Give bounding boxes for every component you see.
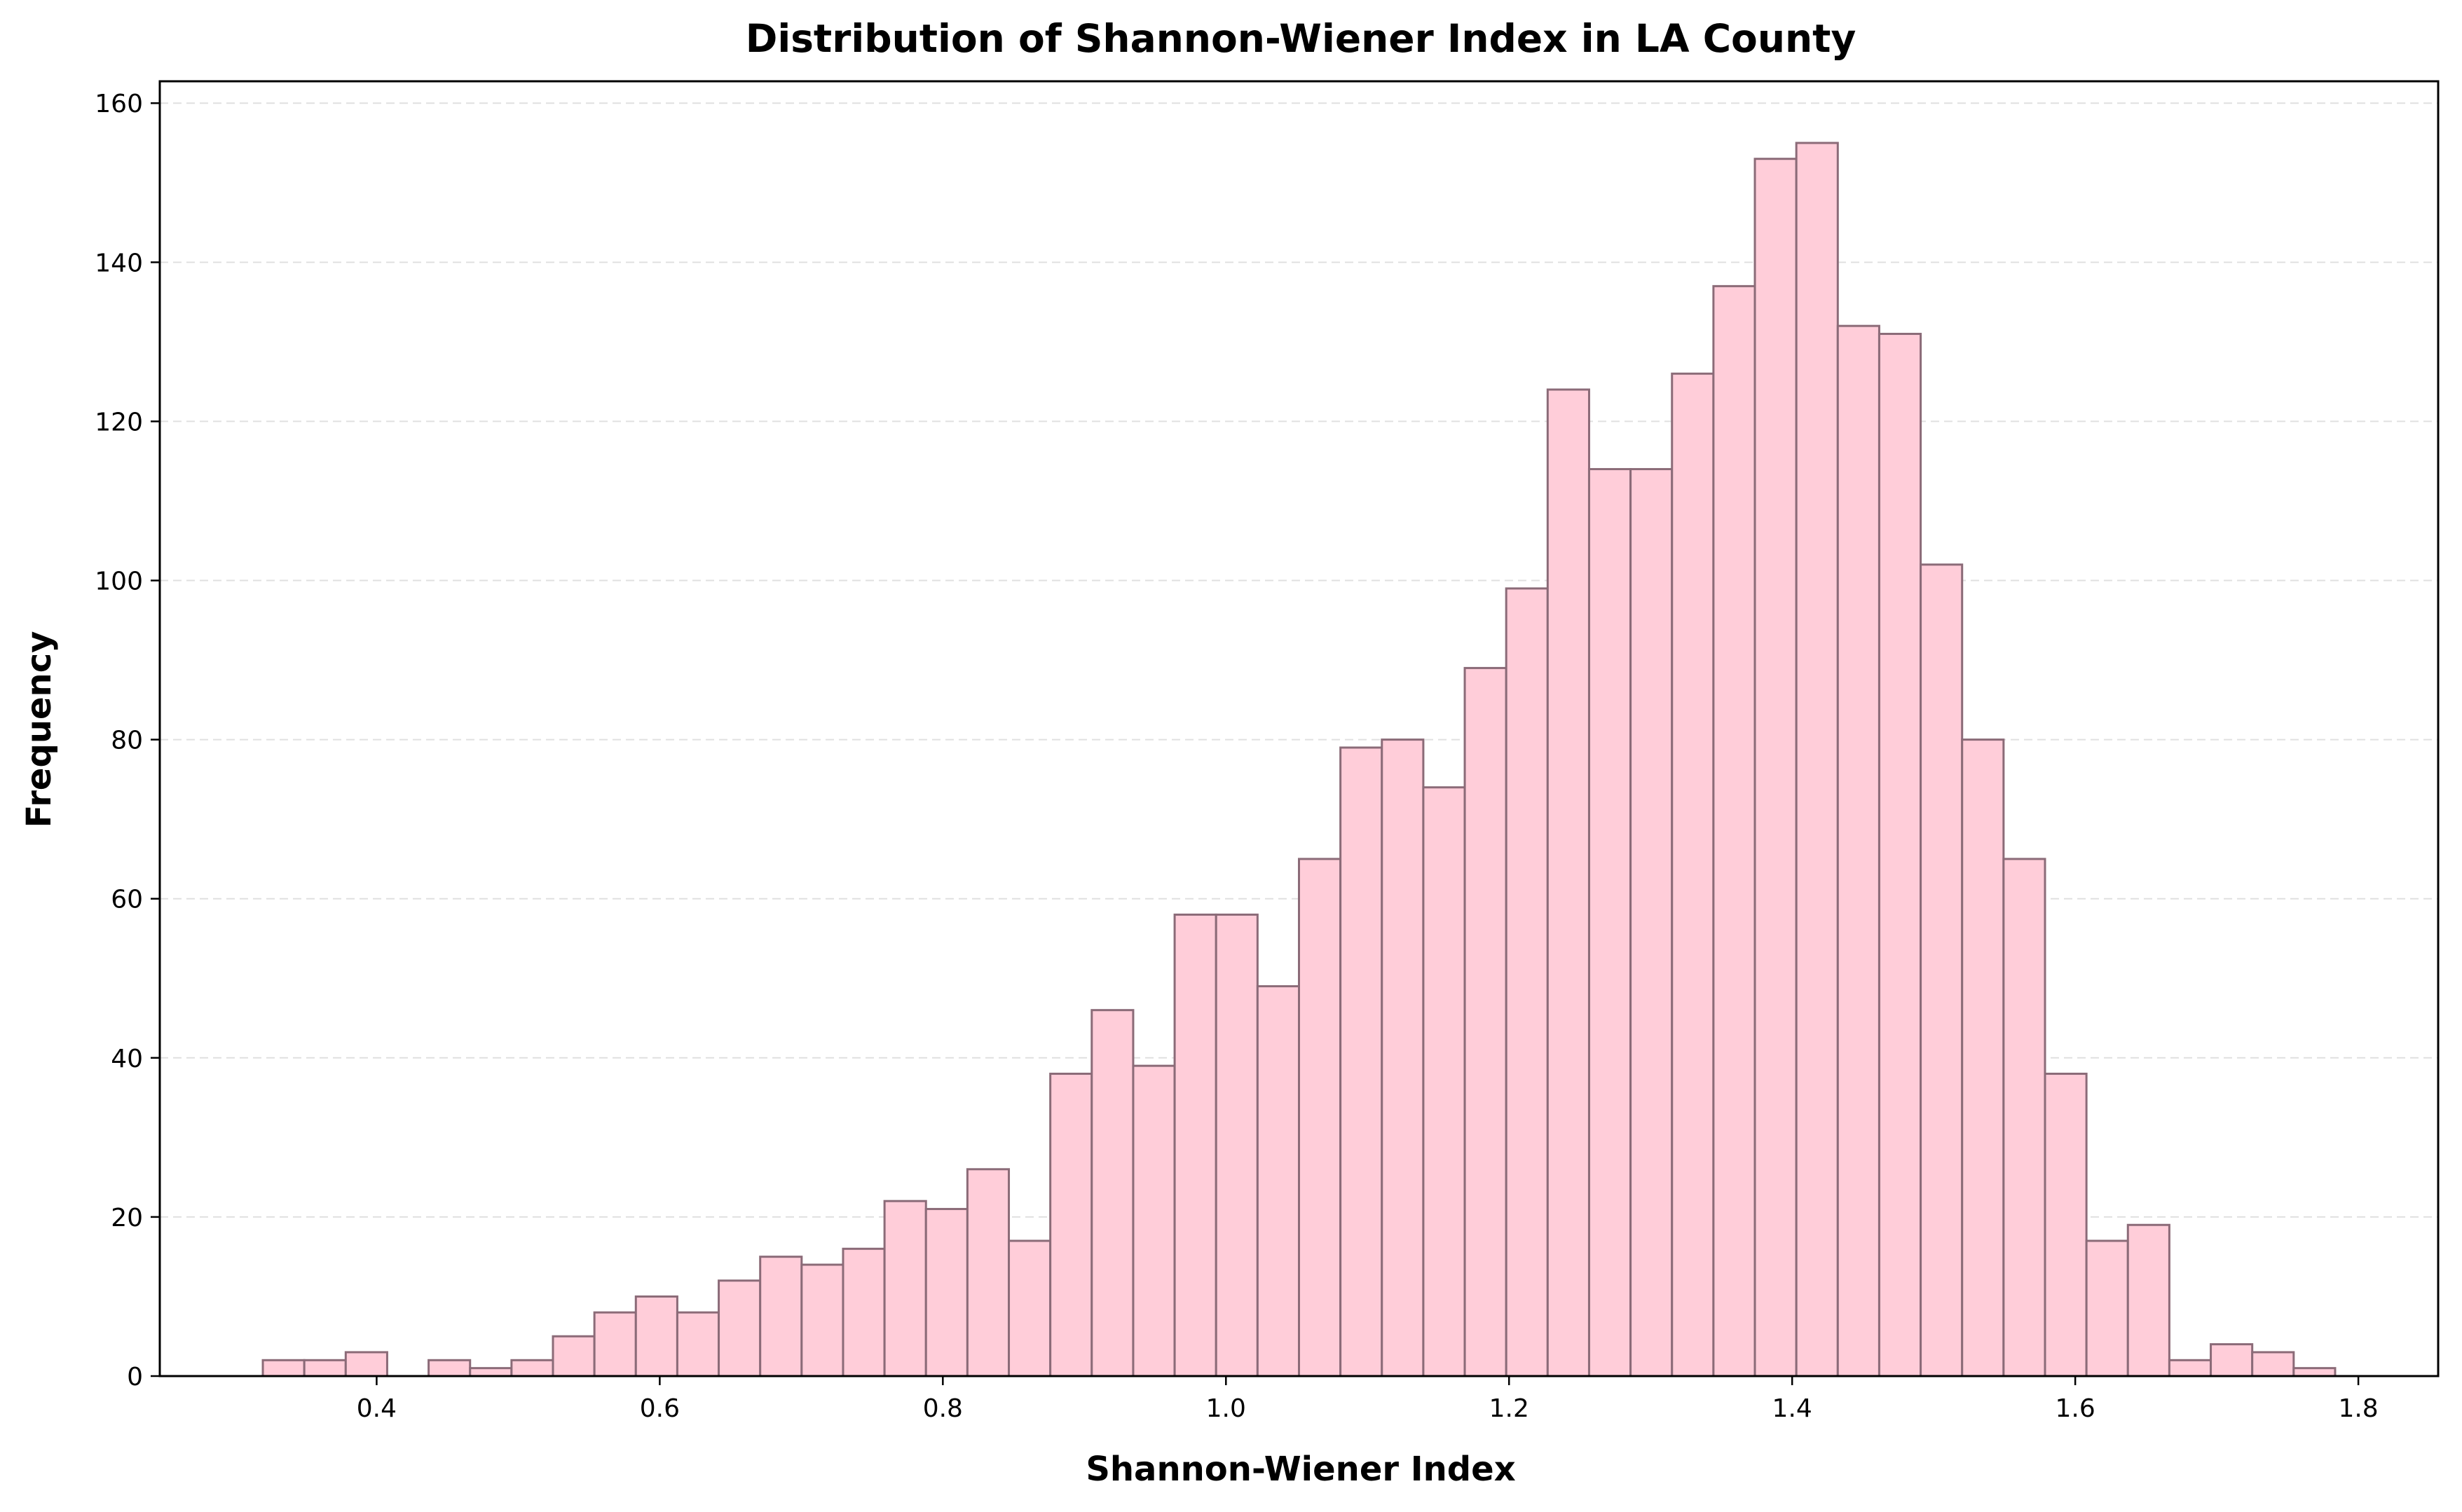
histogram-bar [1339, 746, 1383, 1377]
histogram-bar [2126, 1223, 2170, 1377]
histogram-bar [1753, 158, 1798, 1377]
chart-title: Distribution of Shannon-Wiener Index in … [746, 16, 1856, 61]
histogram-bar [1049, 1073, 1093, 1377]
histogram-bar [1795, 142, 1839, 1377]
y-tick-label: 160 [95, 90, 143, 118]
y-tick-label: 20 [111, 1204, 143, 1232]
x-tick-label: 1.8 [2338, 1394, 2378, 1423]
x-axis-label: Shannon-Wiener Index [1086, 1450, 1515, 1489]
histogram-bar [800, 1263, 844, 1377]
x-tick-label: 1.6 [2056, 1394, 2095, 1423]
histogram-bar [261, 1359, 306, 1377]
histogram-bar [1381, 738, 1425, 1377]
histogram-bar [2044, 1073, 2088, 1377]
histogram-bar [344, 1351, 388, 1377]
histogram-bar [1008, 1239, 1052, 1377]
histogram-bar [510, 1359, 554, 1377]
x-tick-label: 1.0 [1206, 1394, 1246, 1423]
histogram-bar [1961, 738, 2005, 1377]
histogram-bar [676, 1311, 720, 1377]
x-tick-label: 0.8 [923, 1394, 963, 1423]
y-axis-ticks: 0 20 40 60 80 100 120 140 160 [95, 90, 160, 1391]
y-tick-label: 60 [111, 886, 143, 914]
y-tick-label: 100 [95, 568, 143, 596]
histogram-bar [1463, 666, 1507, 1377]
histogram-bar [1298, 858, 1342, 1377]
histogram-bar [966, 1168, 1011, 1377]
histogram-bar [428, 1359, 472, 1377]
histogram-bar [303, 1359, 347, 1377]
histogram-bar [1422, 786, 1466, 1377]
x-tick-label: 0.6 [640, 1394, 680, 1423]
histogram-bar [1836, 324, 1880, 1377]
histogram-bar [1878, 333, 1922, 1377]
histogram-bar [1090, 1009, 1135, 1377]
histogram-bar [593, 1311, 637, 1377]
x-tick-label: 0.4 [357, 1394, 397, 1423]
histogram-bar [1546, 388, 1590, 1377]
histogram-bar [1920, 563, 1964, 1377]
histogram-bar [759, 1256, 803, 1377]
histogram-bars [261, 142, 2337, 1377]
histogram-bar [924, 1208, 969, 1377]
histogram-bar [1587, 468, 1632, 1377]
histogram-bar [1215, 913, 1259, 1377]
histogram-bar [469, 1367, 513, 1377]
y-tick-label: 140 [95, 249, 143, 277]
x-axis-ticks: 0.4 0.6 0.8 1.0 1.2 1.4 1.6 1.8 [357, 1376, 2379, 1423]
histogram-bar [883, 1200, 927, 1377]
histogram-bar [2251, 1351, 2295, 1377]
histogram-bar [1505, 587, 1549, 1377]
histogram-bar [1173, 913, 1217, 1377]
histogram-bar [718, 1279, 762, 1377]
x-tick-label: 1.2 [1489, 1394, 1529, 1423]
y-tick-label: 40 [111, 1045, 143, 1073]
plot-frame [158, 80, 2440, 1377]
y-axis-label: Frequency [20, 631, 59, 828]
histogram-bar [1712, 284, 1756, 1377]
histogram-bar [1132, 1064, 1176, 1377]
histogram-bar [2292, 1367, 2337, 1377]
histogram-bar [2210, 1343, 2254, 1377]
histogram-bar [2168, 1359, 2213, 1377]
y-tick-label: 0 [127, 1363, 143, 1391]
x-tick-label: 1.4 [1772, 1394, 1812, 1423]
histogram-bar [1256, 985, 1301, 1377]
histogram-bar [634, 1295, 678, 1377]
histogram-bar [1629, 468, 1674, 1377]
y-tick-label: 120 [95, 408, 143, 437]
histogram-bar [1671, 372, 1715, 1377]
histogram-bar [2002, 858, 2046, 1377]
histogram-bar [552, 1335, 596, 1377]
histogram-bar [842, 1247, 886, 1377]
y-tick-label: 80 [111, 727, 143, 755]
histogram-bar [2085, 1239, 2129, 1377]
